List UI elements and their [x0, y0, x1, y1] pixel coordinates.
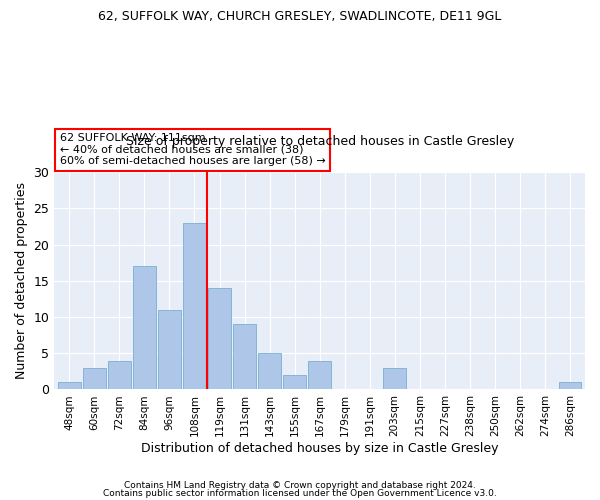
Bar: [559, 382, 581, 390]
Bar: [183, 223, 206, 390]
X-axis label: Distribution of detached houses by size in Castle Gresley: Distribution of detached houses by size …: [141, 442, 499, 455]
Bar: [58, 382, 80, 390]
Bar: [308, 360, 331, 390]
Y-axis label: Number of detached properties: Number of detached properties: [15, 182, 28, 380]
Bar: [233, 324, 256, 390]
Bar: [208, 288, 231, 390]
Bar: [158, 310, 181, 390]
Bar: [133, 266, 155, 390]
Bar: [259, 354, 281, 390]
Bar: [108, 360, 131, 390]
Title: Size of property relative to detached houses in Castle Gresley: Size of property relative to detached ho…: [125, 134, 514, 147]
Text: Contains public sector information licensed under the Open Government Licence v3: Contains public sector information licen…: [103, 488, 497, 498]
Text: 62, SUFFOLK WAY, CHURCH GRESLEY, SWADLINCOTE, DE11 9GL: 62, SUFFOLK WAY, CHURCH GRESLEY, SWADLIN…: [98, 10, 502, 23]
Bar: [283, 375, 306, 390]
Text: 62 SUFFOLK WAY: 111sqm
← 40% of detached houses are smaller (38)
60% of semi-det: 62 SUFFOLK WAY: 111sqm ← 40% of detached…: [59, 133, 325, 166]
Text: Contains HM Land Registry data © Crown copyright and database right 2024.: Contains HM Land Registry data © Crown c…: [124, 481, 476, 490]
Bar: [383, 368, 406, 390]
Bar: [83, 368, 106, 390]
